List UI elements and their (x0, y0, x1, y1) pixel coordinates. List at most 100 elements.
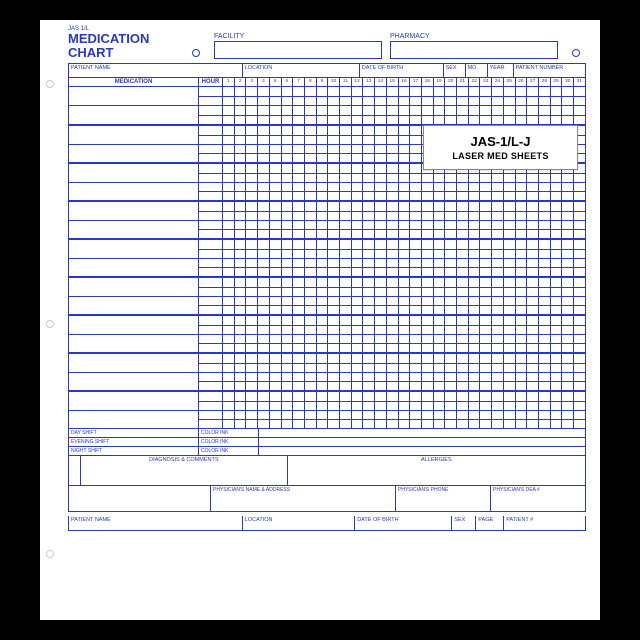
medication-row (69, 276, 585, 314)
ink-label: COLOR INK (199, 447, 259, 455)
hour-column[interactable] (199, 87, 223, 124)
day-grid[interactable] (223, 202, 585, 238)
year-label: YEAR (488, 64, 514, 78)
day-header: 23 (480, 78, 492, 86)
shift-block: DAY SHIFT COLOR INK EVENING SHIFT COLOR … (68, 429, 586, 456)
dob-label: DATE OF BIRTH (360, 64, 444, 78)
day-grid[interactable] (223, 240, 585, 276)
day-header: 24 (492, 78, 504, 86)
medication-row (69, 352, 585, 390)
medication-name-block[interactable] (69, 316, 199, 352)
footer-page: PAGE (476, 516, 504, 530)
medication-name-block[interactable] (69, 240, 199, 276)
shift-fill[interactable] (259, 429, 585, 437)
day-header: 19 (434, 78, 446, 86)
day-header: 8 (305, 78, 317, 86)
shift-fill[interactable] (259, 438, 585, 446)
day-header: 7 (293, 78, 305, 86)
hour-column[interactable] (199, 202, 223, 238)
pharmacy-input[interactable] (390, 41, 558, 59)
location-label: LOCATION (243, 64, 360, 78)
footer-patient-name: PATIENT NAME (69, 516, 243, 530)
day-header: 5 (270, 78, 282, 86)
ring-mark (572, 49, 580, 57)
sex-label: SEX (444, 64, 466, 78)
medication-col-head: MEDICATION (69, 78, 199, 86)
hour-column[interactable] (199, 392, 223, 428)
patient-info-row: PATIENT NAME LOCATION DATE OF BIRTH SEX … (68, 63, 586, 78)
sticker-label: LASER MED SHEETS (430, 151, 571, 161)
day-header: 10 (328, 78, 340, 86)
patient-name-label: PATIENT NAME (69, 64, 243, 78)
facility-field: FACILITY (214, 33, 382, 59)
medication-row (69, 390, 585, 428)
grid-column-headers: MEDICATION HOUR 123456789101112131415161… (69, 78, 585, 86)
medication-name-block[interactable] (69, 87, 199, 124)
day-header: 22 (469, 78, 481, 86)
diag-margin (69, 456, 81, 485)
day-header: 26 (516, 78, 528, 86)
form-title: MEDICATION CHART (68, 32, 178, 59)
medication-name-block[interactable] (69, 164, 199, 200)
punch-hole (46, 80, 54, 88)
day-header: 16 (399, 78, 411, 86)
physician-name-label: PHYSICIAN'S NAME & ADDRESS (211, 486, 396, 511)
medication-row (69, 86, 585, 124)
footer-patient-no: PATIENT # (504, 516, 585, 530)
footer-dob: DATE OF BIRTH (355, 516, 452, 530)
pharmacy-field: PHARMACY (390, 33, 558, 59)
medication-name-block[interactable] (69, 126, 199, 162)
phys-blank[interactable] (69, 486, 211, 511)
evening-shift-label: EVENING SHIFT (69, 438, 199, 446)
day-header: 20 (445, 78, 457, 86)
sticker-code: JAS-1/L-J (430, 134, 571, 149)
day-grid[interactable] (223, 316, 585, 352)
day-shift-label: DAY SHIFT (69, 429, 199, 437)
hour-column[interactable] (199, 240, 223, 276)
day-header: 21 (457, 78, 469, 86)
day-grid[interactable] (223, 87, 585, 124)
day-header: 12 (352, 78, 364, 86)
header: MEDICATION CHART FACILITY PHARMACY (68, 32, 586, 59)
footer-location: LOCATION (243, 516, 355, 530)
diagnosis-allergies-row: DIAGNOSIS & COMMENTS ALLERGIES (68, 456, 586, 486)
medication-name-block[interactable] (69, 278, 199, 314)
hour-column[interactable] (199, 164, 223, 200)
day-header: 30 (562, 78, 574, 86)
product-sticker: JAS-1/L-J LASER MED SHEETS (423, 125, 578, 170)
patient-number-label: PATIENT NUMBER (514, 64, 586, 78)
diagnosis-label: DIAGNOSIS & COMMENTS (81, 456, 288, 485)
day-header: 11 (340, 78, 352, 86)
physician-phone-label: PHYSICIAN'S PHONE (396, 486, 491, 511)
pharmacy-label: PHARMACY (390, 33, 558, 40)
day-header: 28 (539, 78, 551, 86)
hour-column[interactable] (199, 126, 223, 162)
punch-hole (46, 550, 54, 558)
day-header: 3 (246, 78, 258, 86)
day-grid[interactable] (223, 392, 585, 428)
title-line2: CHART (68, 45, 114, 60)
hour-column[interactable] (199, 316, 223, 352)
hour-col-head: HOUR (199, 78, 223, 86)
day-header: 13 (363, 78, 375, 86)
allergies-label: ALLERGIES (288, 456, 585, 485)
day-header: 14 (375, 78, 387, 86)
medication-name-block[interactable] (69, 354, 199, 390)
facility-input[interactable] (214, 41, 382, 59)
medication-chart-form: JAS 1/L MEDICATION CHART FACILITY PHARMA… (40, 20, 600, 620)
shift-fill[interactable] (259, 447, 585, 455)
day-headers: 1234567891011121314151617181920212223242… (223, 78, 585, 86)
hour-column[interactable] (199, 278, 223, 314)
day-header: 31 (574, 78, 585, 86)
day-header: 9 (317, 78, 329, 86)
day-header: 18 (422, 78, 434, 86)
day-header: 27 (527, 78, 539, 86)
medication-name-block[interactable] (69, 202, 199, 238)
hour-column[interactable] (199, 354, 223, 390)
medication-name-block[interactable] (69, 392, 199, 428)
day-grid[interactable] (223, 354, 585, 390)
ink-label: COLOR INK (199, 438, 259, 446)
day-header: 4 (258, 78, 270, 86)
day-header: 15 (387, 78, 399, 86)
day-grid[interactable] (223, 278, 585, 314)
